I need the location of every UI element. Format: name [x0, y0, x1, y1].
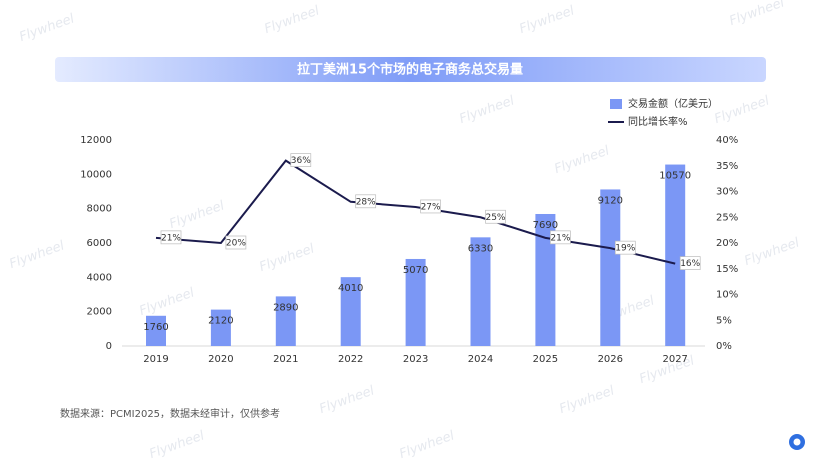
line-label-box [160, 230, 182, 245]
line [155, 159, 676, 265]
line-label: 20% [226, 239, 246, 249]
y-tick-label: 6000 [87, 238, 112, 249]
x-tick-label: 2019 [143, 354, 168, 365]
y2-tick-label: 20% [716, 238, 738, 249]
x-tick-label: 2022 [338, 354, 363, 365]
line-label: 19% [615, 244, 635, 254]
bar-label: 7690 [533, 220, 558, 231]
y2-tick-label: 15% [716, 264, 738, 275]
line-label-box [225, 235, 247, 250]
bar-label: 5070 [403, 265, 428, 276]
bar-label: 1760 [143, 322, 168, 333]
app-icon-dot [793, 438, 801, 446]
y-tick-label: 2000 [87, 307, 112, 318]
y2-tick-label: 0% [716, 341, 732, 352]
watermark: Flywheel [727, 0, 786, 29]
line-label: 21% [161, 233, 181, 243]
watermark: Flywheel [137, 285, 196, 319]
y-tick-label: 10000 [80, 169, 112, 180]
line-label-box [420, 199, 441, 214]
y-tick-label: 12000 [80, 135, 112, 146]
y-tick-label: 8000 [87, 204, 112, 215]
x-tick-label: 2027 [662, 354, 687, 365]
bar [210, 309, 231, 346]
watermark: Flywheel [262, 3, 321, 37]
bar [535, 213, 556, 346]
watermark: Flywheel [167, 198, 226, 232]
watermark: Flywheel [552, 143, 611, 177]
x-tick-label: 2025 [533, 354, 558, 365]
bar [146, 315, 166, 346]
line-label-box [614, 240, 636, 255]
bar-label: 4010 [338, 283, 363, 294]
line-label-box [485, 209, 506, 224]
legend-swatch [610, 99, 622, 109]
bar-label: 10570 [659, 171, 691, 182]
line-label: 36% [291, 156, 311, 166]
title-banner [55, 57, 766, 82]
legend-label: 交易金额（亿美元） [628, 97, 718, 110]
x-tick-label: 2026 [598, 354, 623, 365]
bar-label: 9120 [598, 195, 623, 206]
line-label: 25% [485, 213, 505, 223]
chart-title: 拉丁美洲15个市场的电子商务总交易量 [297, 62, 523, 78]
line-label: 27% [421, 202, 441, 212]
bar [470, 237, 491, 346]
bar [275, 296, 296, 346]
y2-tick-label: 30% [716, 187, 738, 198]
watermark: Flywheel [457, 93, 516, 127]
line-label: 28% [356, 197, 376, 207]
y2-tick-label: 40% [716, 135, 738, 146]
x-tick-label: 2024 [468, 354, 493, 365]
watermark: Flywheel [742, 235, 801, 269]
line-label-box [679, 256, 701, 270]
watermark: Flywheel [147, 428, 206, 460]
line-label-box [550, 230, 571, 245]
bar-label: 2120 [208, 316, 233, 327]
x-tick-label: 2023 [403, 354, 428, 365]
y2-tick-label: 10% [716, 290, 738, 301]
y2-tick-label: 25% [716, 212, 738, 223]
x-tick-label: 2021 [273, 354, 298, 365]
y2-tick-label: 35% [716, 161, 738, 172]
watermark: Flywheel [712, 93, 771, 127]
watermark: Flywheel [257, 241, 316, 275]
line-label: 16% [680, 259, 700, 269]
y2-tick-label: 5% [716, 315, 732, 326]
watermark: Flywheel [517, 3, 576, 37]
bar [405, 258, 426, 346]
y-tick-label: 4000 [87, 272, 112, 283]
bar [600, 189, 621, 346]
watermark: Flywheel [7, 238, 66, 272]
watermark: Flywheel [317, 383, 376, 417]
bar [340, 277, 361, 346]
source-note: 数据来源：PCMI2025，数据未经审计，仅供参考 [60, 407, 280, 420]
line-label-box [355, 194, 377, 209]
watermark: Flywheel [397, 428, 456, 460]
line-label-box [290, 153, 312, 167]
bar [665, 164, 686, 346]
bar-label: 2890 [273, 302, 298, 313]
watermark: Flywheel [557, 383, 616, 417]
legend-label: 同比增长率% [628, 115, 688, 128]
x-tick-label: 2020 [208, 354, 233, 365]
watermark: Flywheel [17, 11, 76, 45]
y-tick-label: 0 [106, 341, 112, 352]
line-label: 21% [550, 233, 570, 243]
bar-label: 6330 [468, 243, 493, 254]
